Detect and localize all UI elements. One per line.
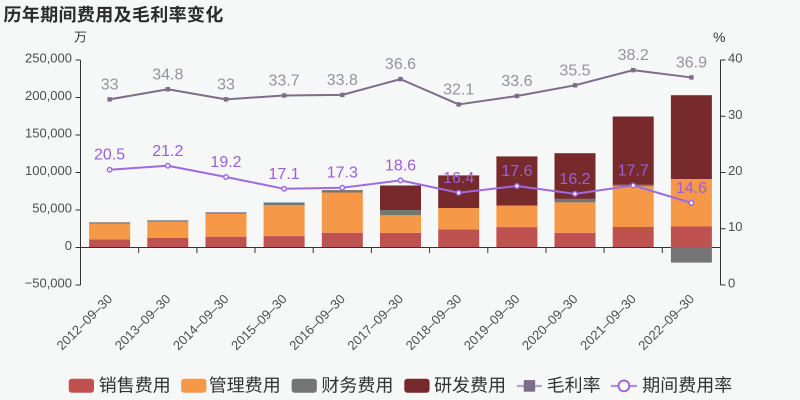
svg-text:19.2: 19.2 xyxy=(210,154,241,171)
svg-text:−50,000: −50,000 xyxy=(25,276,72,291)
svg-text:34.8: 34.8 xyxy=(152,66,183,83)
svg-text:33.7: 33.7 xyxy=(269,72,300,89)
svg-text:17.3: 17.3 xyxy=(327,165,358,182)
svg-text:33.6: 33.6 xyxy=(501,73,532,90)
svg-text:33.8: 33.8 xyxy=(327,72,358,89)
svg-text:35.5: 35.5 xyxy=(559,62,590,79)
svg-text:16.2: 16.2 xyxy=(559,171,590,188)
svg-text:21.2: 21.2 xyxy=(152,143,183,160)
svg-text:33: 33 xyxy=(217,76,235,93)
svg-text:10: 10 xyxy=(728,219,742,234)
svg-text:%: % xyxy=(713,29,725,45)
svg-text:33: 33 xyxy=(101,76,119,93)
svg-text:17.1: 17.1 xyxy=(269,166,300,183)
svg-text:38.2: 38.2 xyxy=(618,47,649,64)
svg-text:200,000: 200,000 xyxy=(25,88,72,103)
svg-text:40: 40 xyxy=(728,51,742,66)
svg-text:18.6: 18.6 xyxy=(385,157,416,174)
svg-text:0: 0 xyxy=(728,276,735,291)
svg-text:100,000: 100,000 xyxy=(25,163,72,178)
svg-text:50,000: 50,000 xyxy=(32,201,72,216)
svg-text:250,000: 250,000 xyxy=(25,51,72,66)
svg-text:0: 0 xyxy=(65,238,72,253)
svg-text:36.9: 36.9 xyxy=(676,54,707,71)
svg-text:17.7: 17.7 xyxy=(618,162,649,179)
svg-text:20: 20 xyxy=(728,163,742,178)
svg-text:17.6: 17.6 xyxy=(501,163,532,180)
svg-text:20.5: 20.5 xyxy=(94,147,125,164)
svg-text:36.6: 36.6 xyxy=(385,56,416,73)
svg-text:150,000: 150,000 xyxy=(25,126,72,141)
svg-text:16.4: 16.4 xyxy=(443,170,474,187)
svg-text:30: 30 xyxy=(728,107,742,122)
svg-text:32.1: 32.1 xyxy=(443,81,474,98)
svg-text:14.6: 14.6 xyxy=(676,180,707,197)
